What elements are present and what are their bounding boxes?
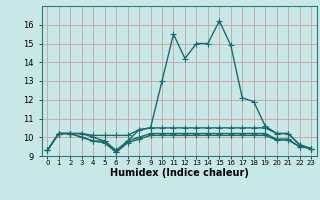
X-axis label: Humidex (Indice chaleur): Humidex (Indice chaleur): [110, 168, 249, 178]
